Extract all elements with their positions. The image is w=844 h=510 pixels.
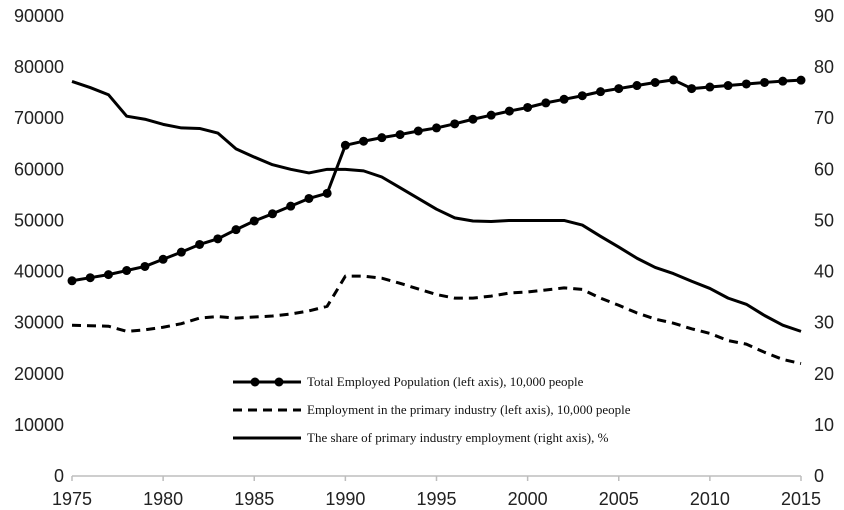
- series-primary-employment-line: [71, 274, 802, 366]
- y-left-tick-label: 80000: [14, 57, 64, 77]
- y-right-tick-label: 50: [814, 210, 834, 230]
- series-total-employed-point: [267, 209, 277, 219]
- series-total-employed-point: [687, 84, 697, 94]
- legend-label-primary-employment: Employment in the primary industry (left…: [307, 402, 631, 417]
- series-total-employed-point: [395, 130, 405, 140]
- y-left-tick-label: 10000: [14, 415, 64, 435]
- legend-item-primary-share: The share of primary industry employment…: [233, 430, 609, 445]
- y-right-tick-label: 30: [814, 313, 834, 333]
- series-total-employed-point: [577, 91, 587, 101]
- series-total-employed-point: [650, 77, 660, 87]
- series-total-employed-point: [413, 126, 423, 136]
- series-total-employed-point: [705, 82, 715, 92]
- y-right-tick-label: 40: [814, 262, 834, 282]
- series-total-employed-point: [213, 234, 223, 244]
- series-total-employed-point: [103, 270, 113, 280]
- series-total-employed-point: [158, 254, 168, 264]
- series-total-employed-point: [322, 188, 332, 198]
- y-left-tick-label: 0: [54, 466, 64, 486]
- series-total-employed-point: [359, 136, 369, 146]
- legend-label-total-employed: Total Employed Population (left axis), 1…: [307, 374, 584, 389]
- series-total-employed-point: [450, 119, 460, 129]
- y-left-tick-label: 30000: [14, 313, 64, 333]
- series-layer: [67, 75, 806, 366]
- y-right-tick-label: 0: [814, 466, 824, 486]
- series-total-employed-point: [614, 84, 624, 94]
- series-total-employed-point: [249, 216, 259, 226]
- y-left-tick-label: 70000: [14, 108, 64, 128]
- legend-marker-total-employed: [274, 377, 284, 387]
- series-total-employed-point: [523, 102, 533, 112]
- series-total-employed-point: [559, 94, 569, 104]
- y-right-tick-label: 80: [814, 57, 834, 77]
- y-left-tick-label: 90000: [14, 6, 64, 26]
- series-total-employed-point: [340, 140, 350, 150]
- series-total-employed-point: [741, 79, 751, 89]
- series-total-employed-point: [85, 273, 95, 283]
- x-tick-label: 1975: [52, 489, 92, 509]
- series-total-employed-point: [377, 133, 387, 143]
- series-total-employed-point: [140, 261, 150, 271]
- y-left-tick-label: 40000: [14, 262, 64, 282]
- series-total-employed-point: [122, 266, 132, 276]
- x-tick-label: 2005: [599, 489, 639, 509]
- y-right-tick-label: 20: [814, 364, 834, 384]
- x-tick-label: 1995: [416, 489, 456, 509]
- y-right-tick-label: 60: [814, 159, 834, 179]
- legend-label-primary-share: The share of primary industry employment…: [307, 430, 609, 445]
- series-total-employed-point: [504, 106, 514, 116]
- series-total-employed-point: [723, 81, 733, 91]
- y-right-tick-label: 10: [814, 415, 834, 435]
- y-left-tick-label: 20000: [14, 364, 64, 384]
- series-total-employed-point: [760, 77, 770, 87]
- series-total-employed-point: [67, 276, 77, 286]
- series-total-employed-point: [286, 201, 296, 211]
- x-tick-label: 1990: [325, 489, 365, 509]
- series-total-employed-point: [778, 76, 788, 86]
- series-total-employed-point: [486, 110, 496, 120]
- series-total-employed-point: [195, 239, 205, 249]
- x-tick-label: 1985: [234, 489, 274, 509]
- series-total-employed-point: [176, 247, 186, 257]
- series-total-employed-point: [541, 98, 551, 108]
- series-primary-share-line: [71, 79, 802, 333]
- series-total-employed-point: [596, 87, 606, 97]
- series-total-employed-point: [468, 114, 478, 124]
- series-total-employed-point: [304, 193, 314, 203]
- series-total-employed-point: [231, 225, 241, 235]
- series-total-employed-point: [796, 75, 806, 85]
- x-tick-label: 2000: [508, 489, 548, 509]
- legend-item-primary-employment: Employment in the primary industry (left…: [233, 402, 631, 417]
- y-left-tick-label: 50000: [14, 210, 64, 230]
- x-tick-label: 2015: [781, 489, 821, 509]
- x-tick-label: 1980: [143, 489, 183, 509]
- series-total-employed-point: [432, 123, 441, 133]
- legend-marker-total-employed: [250, 377, 260, 387]
- legend: Total Employed Population (left axis), 1…: [233, 374, 631, 445]
- x-tick-label: 2010: [690, 489, 730, 509]
- axes-layer: 0100002000030000400005000060000700008000…: [14, 6, 834, 509]
- y-left-tick-label: 60000: [14, 159, 64, 179]
- y-right-tick-label: 70: [814, 108, 834, 128]
- y-right-tick-label: 90: [814, 6, 834, 26]
- series-total-employed-point: [668, 75, 678, 85]
- legend-item-total-employed: Total Employed Population (left axis), 1…: [233, 374, 584, 389]
- series-total-employed-point: [632, 81, 642, 91]
